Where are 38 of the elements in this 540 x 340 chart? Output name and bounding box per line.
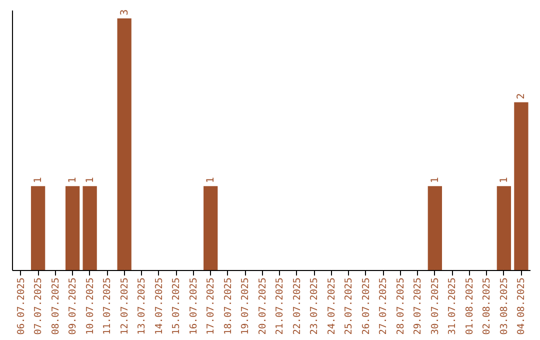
data-label: 1	[430, 177, 441, 184]
data-label: 1	[206, 177, 217, 184]
x-tick-label: 26.07.2025	[360, 278, 372, 335]
data-label: 2	[516, 93, 528, 100]
x-tick-label: 14.07.2025	[154, 278, 165, 335]
x-tick-label: 02.08.2025	[482, 278, 493, 335]
x-tick-label: 30.07.2025	[430, 278, 441, 335]
x-tick-label: 03.08.2025	[498, 278, 510, 335]
x-tick-label: 08.07.2025	[50, 278, 62, 335]
x-tick-label: 17.07.2025	[206, 278, 217, 335]
x-tick-label: 01.08.2025	[464, 278, 476, 335]
x-tick-label: 20.07.2025	[257, 278, 268, 335]
x-tick-label: 29.07.2025	[412, 278, 424, 335]
x-tick-label: 11.07.2025	[102, 278, 114, 335]
x-tick-label: 15.07.2025	[171, 278, 182, 335]
x-tick-label: 25.07.2025	[344, 278, 355, 335]
x-tick-label: 24.07.2025	[326, 278, 338, 335]
x-tick-label: 06.07.2025	[16, 278, 27, 335]
x-tick-label: 27.07.2025	[378, 278, 390, 335]
x-tick-label: 23.07.2025	[309, 278, 320, 335]
x-tick-label: 10.07.2025	[84, 278, 96, 335]
x-tick-label: 12.07.2025	[119, 278, 130, 335]
x-tick-label: 28.07.2025	[395, 278, 406, 335]
x-tick-label: 16.07.2025	[188, 278, 200, 335]
data-label: 1	[33, 177, 44, 184]
data-label: 3	[119, 9, 130, 16]
x-tick-label: 18.07.2025	[222, 278, 234, 335]
x-tick-label: 21.07.2025	[274, 278, 286, 335]
data-label: 1	[84, 177, 96, 184]
x-tick-label: 09.07.2025	[68, 278, 79, 335]
data-label: 1	[498, 177, 510, 184]
x-tick-label: 19.07.2025	[240, 278, 252, 335]
x-tick-label: 07.07.2025	[33, 278, 44, 335]
x-tick-label: 13.07.2025	[136, 278, 148, 335]
x-tick-label: 31.07.2025	[447, 278, 458, 335]
x-tick-label: 04.08.2025	[516, 278, 528, 335]
data-label: 1	[68, 177, 79, 184]
x-tick-label: 22.07.2025	[292, 278, 303, 335]
